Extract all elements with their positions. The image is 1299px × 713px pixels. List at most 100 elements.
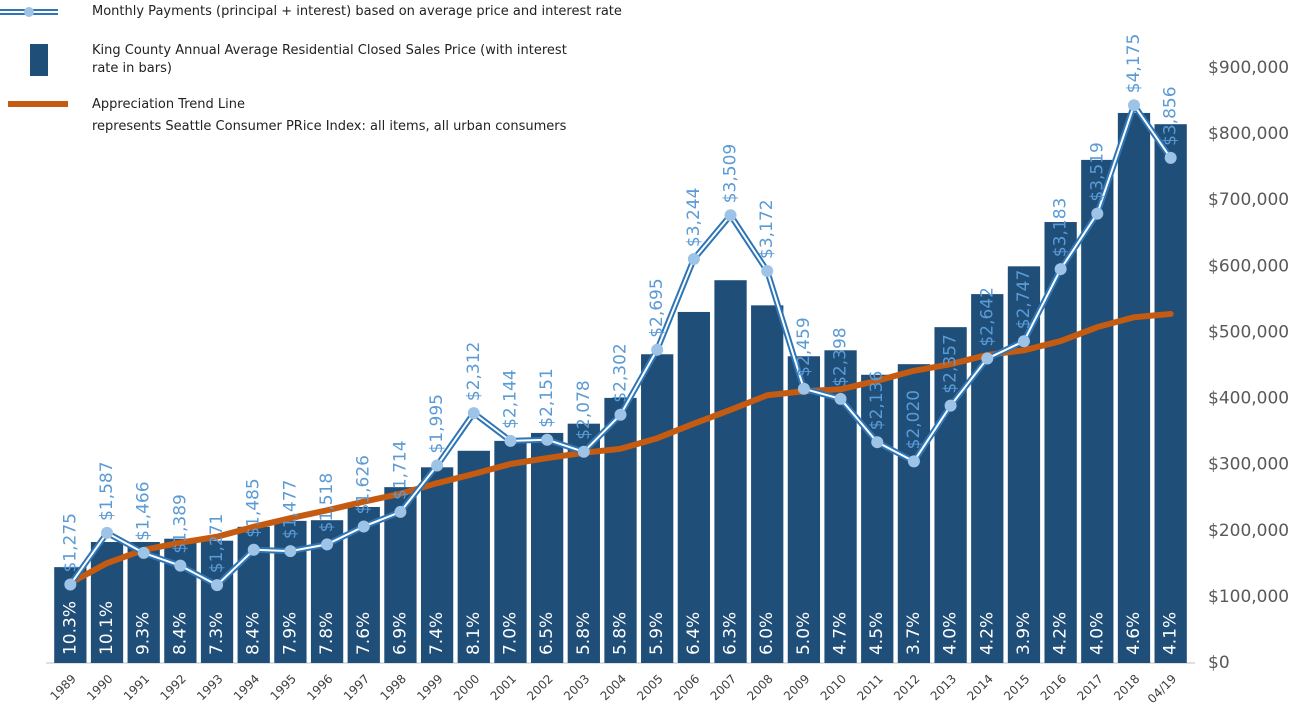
rate-label: 7.4% xyxy=(427,612,447,655)
x-tick-label: 1989 xyxy=(47,672,78,703)
x-tick-label: 2008 xyxy=(744,672,775,703)
legend-label: King County Annual Average Residential C… xyxy=(92,43,567,76)
y-tick-label: $900,000 xyxy=(1208,58,1289,78)
payment-marker xyxy=(944,399,957,412)
rate-label: 4.7% xyxy=(831,612,851,655)
x-tick-label: 1994 xyxy=(231,672,262,703)
payment-marker xyxy=(321,538,334,551)
rate-label: 4.5% xyxy=(867,612,887,655)
rate-label: 3.7% xyxy=(904,612,924,655)
payment-marker xyxy=(284,545,297,558)
bar xyxy=(641,354,674,663)
rate-label: 3.9% xyxy=(1014,612,1034,655)
data-label: $1,518 xyxy=(317,473,337,532)
data-label: $2,020 xyxy=(904,390,924,449)
payment-marker xyxy=(834,392,847,405)
x-tick-label: 2003 xyxy=(561,672,592,703)
payment-marker xyxy=(1017,335,1030,348)
data-label: $2,459 xyxy=(794,317,814,376)
bar xyxy=(677,311,710,663)
rate-label: 6.4% xyxy=(684,612,704,655)
legend-icons xyxy=(0,7,68,107)
y-tick-label: $0 xyxy=(1208,653,1230,673)
payment-marker xyxy=(211,579,224,592)
x-tick-label: 1999 xyxy=(414,672,445,703)
legend-marker-icon xyxy=(24,7,34,17)
y-tick-label: $600,000 xyxy=(1208,256,1289,276)
bar xyxy=(531,432,564,663)
rate-label: 5.9% xyxy=(647,612,667,655)
x-tick-label: 2012 xyxy=(891,672,922,703)
x-tick-label: 2014 xyxy=(964,672,995,703)
data-label: $1,587 xyxy=(97,461,117,520)
y-tick-label: $200,000 xyxy=(1208,521,1289,541)
payment-marker xyxy=(137,546,150,559)
legend-description: represents Seattle Consumer PRice Index:… xyxy=(92,119,567,134)
data-label: $3,509 xyxy=(721,144,741,203)
payment-marker xyxy=(577,445,590,458)
rate-label: 10.1% xyxy=(97,601,117,655)
data-label: $2,144 xyxy=(500,369,520,428)
bar xyxy=(714,280,747,663)
data-label: $3,183 xyxy=(1051,198,1071,257)
data-label: $2,642 xyxy=(977,287,997,346)
rate-label: 7.3% xyxy=(207,612,227,655)
bar xyxy=(200,540,234,663)
payment-marker xyxy=(981,352,994,365)
rate-label: 4.2% xyxy=(977,612,997,655)
x-tick-label: 2002 xyxy=(524,672,555,703)
payment-marker xyxy=(1054,263,1067,276)
rate-label: 6.0% xyxy=(757,612,777,655)
payment-marker xyxy=(64,578,77,591)
data-label: $1,466 xyxy=(134,481,154,540)
legend-label: Appreciation Trend Line xyxy=(92,97,246,112)
data-label: $2,136 xyxy=(867,371,887,430)
rate-label: 4.2% xyxy=(1051,612,1071,655)
rate-label: 7.8% xyxy=(317,612,337,655)
bar xyxy=(897,364,931,663)
bar xyxy=(1007,266,1041,663)
payment-marker xyxy=(1164,151,1177,164)
bar xyxy=(127,542,160,663)
payment-marker xyxy=(467,407,480,420)
x-tick-label: 1998 xyxy=(378,672,409,703)
x-tick-label: 2016 xyxy=(1038,672,1069,703)
rate-label: 9.3% xyxy=(134,612,154,655)
data-label: $1,389 xyxy=(170,494,190,553)
bar xyxy=(604,397,637,663)
data-label: $2,747 xyxy=(1014,270,1034,329)
rate-label: 6.5% xyxy=(537,612,557,655)
bar xyxy=(1154,124,1187,663)
x-tick-label: 2006 xyxy=(671,672,702,703)
payment-marker xyxy=(247,543,260,556)
data-label: $2,078 xyxy=(574,380,594,439)
bar xyxy=(787,356,821,663)
x-tick-label: 1993 xyxy=(194,672,225,703)
rate-label: 7.6% xyxy=(354,612,374,655)
x-tick-label: 1991 xyxy=(121,672,152,703)
rate-label: 5.8% xyxy=(574,612,594,655)
data-label: $4,175 xyxy=(1124,34,1144,93)
x-tick-label: 2011 xyxy=(854,672,885,703)
y-tick-label: $100,000 xyxy=(1208,587,1289,607)
payment-marker xyxy=(504,434,517,447)
rate-label: 8.1% xyxy=(464,612,484,655)
payment-marker xyxy=(1127,99,1140,112)
x-tick-label: 2004 xyxy=(598,672,629,703)
x-tick-label: 2007 xyxy=(708,672,739,703)
y-tick-label: $500,000 xyxy=(1208,322,1289,342)
payment-marker xyxy=(614,408,627,421)
x-tick-label: 2018 xyxy=(1111,672,1142,703)
bar xyxy=(751,305,784,663)
bar xyxy=(567,423,600,663)
rate-label: 7.0% xyxy=(500,612,520,655)
payment-marker xyxy=(687,253,700,266)
data-label: $2,398 xyxy=(831,327,851,386)
data-label: $3,244 xyxy=(684,188,704,247)
x-tick-label: 2009 xyxy=(781,672,812,703)
rate-label: 10.3% xyxy=(60,601,80,655)
payment-marker xyxy=(871,436,884,449)
x-tick-label: 1992 xyxy=(157,672,188,703)
